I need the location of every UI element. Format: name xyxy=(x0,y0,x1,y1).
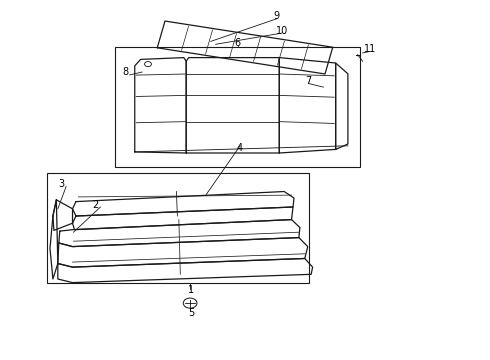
Text: 7: 7 xyxy=(306,76,312,86)
Text: 9: 9 xyxy=(274,11,280,21)
Text: 1: 1 xyxy=(188,285,194,295)
Text: 2: 2 xyxy=(93,200,98,210)
Bar xyxy=(47,173,309,283)
Text: 5: 5 xyxy=(188,308,194,318)
Text: 4: 4 xyxy=(237,143,243,153)
Text: 8: 8 xyxy=(122,67,128,77)
Text: 10: 10 xyxy=(275,26,288,36)
Text: 11: 11 xyxy=(364,44,376,54)
Text: 3: 3 xyxy=(58,179,64,189)
Text: 6: 6 xyxy=(235,38,241,48)
Bar xyxy=(115,47,360,167)
